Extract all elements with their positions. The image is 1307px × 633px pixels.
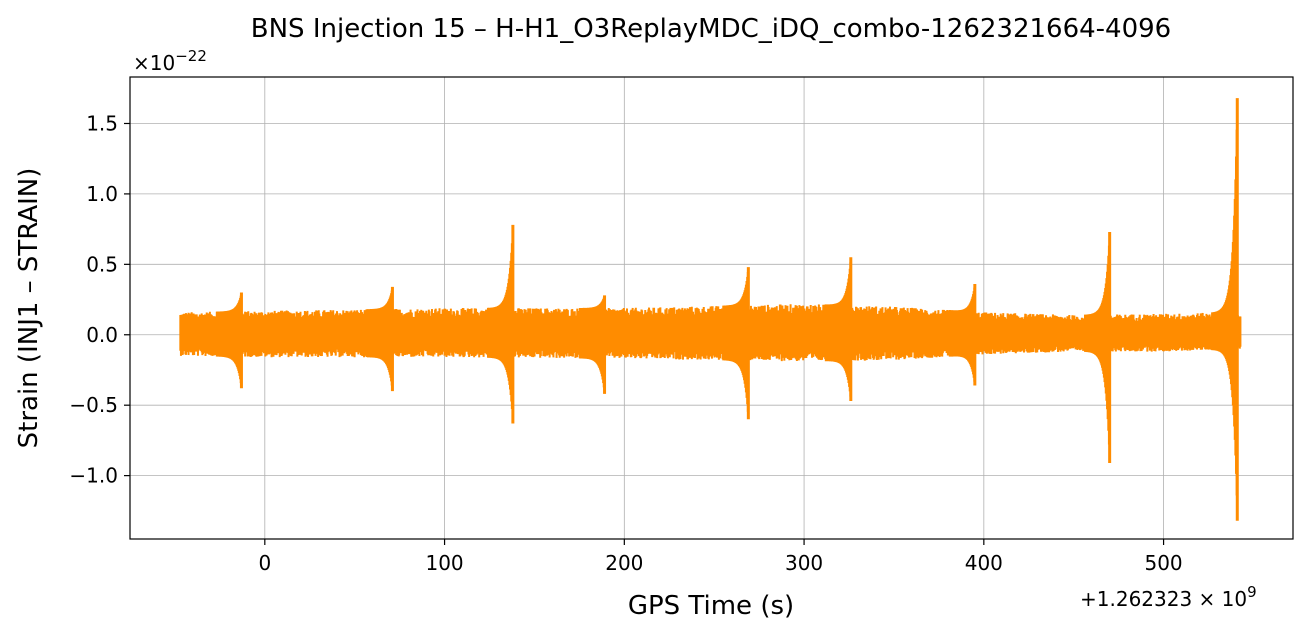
x-axis-label: GPS Time (s): [628, 591, 794, 621]
strain-series: [179, 98, 1242, 521]
strain-line: [179, 129, 1242, 496]
y-scale-label: ×10−22: [133, 47, 207, 75]
x-tick-label-4: 400: [965, 551, 1003, 575]
chart-title: BNS Injection 15 – H-H1_O3ReplayMDC_iDQ_…: [251, 14, 1171, 44]
x-tick-label-1: 100: [425, 551, 463, 575]
y-axis-label: Strain (INJ1 – STRAIN): [14, 168, 44, 449]
x-offset-label: +1.262323 × 109: [1080, 583, 1257, 611]
y-tick-label-3: 0.5: [86, 252, 118, 276]
ticks: 0 100 200 300 400 500 −1.0 −0.5 0.0 0.5 1.0 1.5: [69, 111, 1182, 575]
x-offset-exponent: 9: [1247, 583, 1257, 601]
x-tick-label-5: 500: [1144, 551, 1182, 575]
plot-frame: [129, 76, 1294, 540]
y-scale-exponent: −22: [175, 47, 207, 65]
y-tick-label-0: −1.0: [69, 464, 118, 488]
y-tick-label-2: 0.0: [86, 323, 118, 347]
y-tick-label-1: −0.5: [69, 393, 118, 417]
x-tick-label-0: 0: [258, 551, 271, 575]
y-tick-label-5: 1.5: [86, 111, 118, 135]
x-tick-label-2: 200: [605, 551, 643, 575]
x-tick-label-3: 300: [785, 551, 823, 575]
y-tick-label-4: 1.0: [86, 182, 118, 206]
